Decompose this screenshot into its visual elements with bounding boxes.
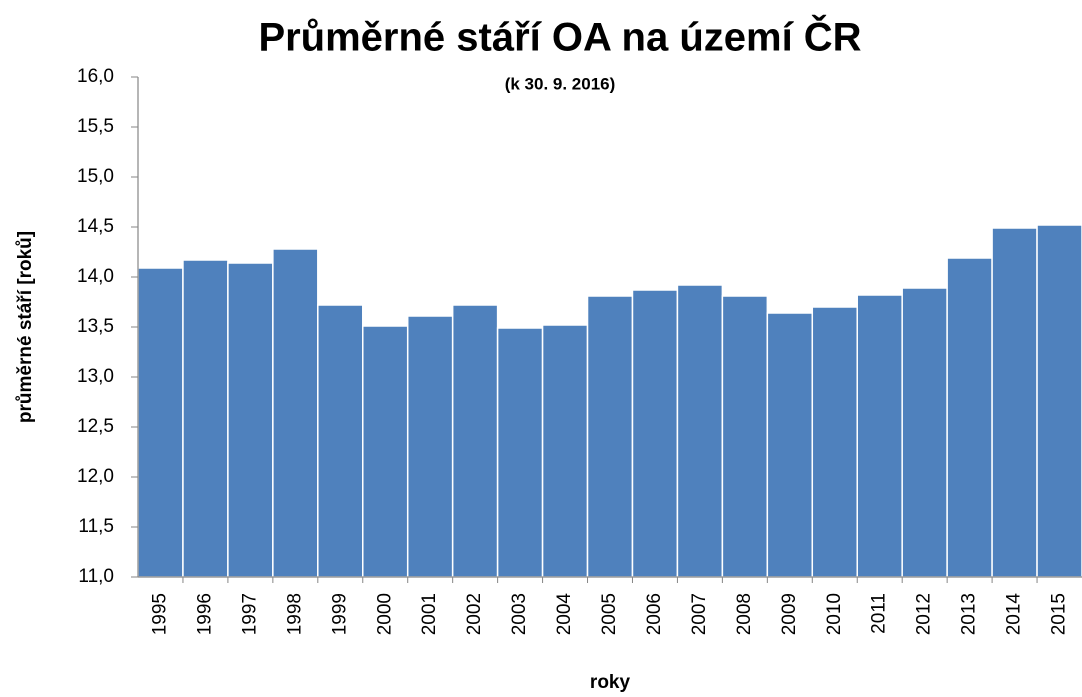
- y-tick-label: 15,5: [77, 116, 114, 137]
- bar: [676, 284, 724, 578]
- bar: [721, 295, 769, 578]
- bar: [946, 257, 993, 578]
- bar: [227, 262, 274, 578]
- x-tick-label: 2010: [824, 593, 845, 635]
- x-tick-label: 2004: [554, 593, 575, 636]
- bar: [317, 304, 364, 578]
- y-tick-label: 12,5: [77, 416, 114, 437]
- y-tick-label: 12,0: [77, 466, 114, 487]
- y-tick-label: 14,0: [77, 266, 114, 287]
- y-tick-label: 14,5: [77, 216, 114, 237]
- x-tick-label: 2005: [599, 593, 620, 635]
- x-tick-label: 2014: [1004, 593, 1025, 636]
- x-axis-label: roky: [590, 672, 631, 693]
- x-tick-label: 2008: [734, 593, 755, 635]
- y-tick-label: 13,5: [77, 316, 114, 337]
- bar: [631, 289, 679, 578]
- chart-title: Průměrné stáří OA na území ČR: [258, 14, 861, 60]
- x-tick-label: 2011: [869, 593, 890, 634]
- x-tick-label: 2001: [419, 593, 440, 635]
- bar: [496, 327, 544, 578]
- bar: [451, 304, 499, 578]
- bar: [766, 312, 814, 578]
- y-tick-label: 16,0: [77, 66, 114, 87]
- bar: [137, 267, 184, 578]
- bar: [362, 325, 409, 578]
- bar: [586, 295, 634, 578]
- bar: [272, 248, 319, 578]
- x-tick-label: 2002: [464, 593, 485, 635]
- chart-subtitle: (k 30. 9. 2016): [505, 74, 616, 93]
- x-tick-label: 2009: [779, 593, 800, 635]
- x-tick-label: 1998: [284, 593, 305, 635]
- x-tick-label: 2000: [374, 593, 395, 635]
- bar: [182, 259, 229, 578]
- y-tick-label: 11,5: [78, 516, 114, 537]
- y-tick-label: 15,0: [77, 166, 114, 187]
- bar: [541, 324, 589, 578]
- x-tick-label: 2013: [959, 593, 980, 635]
- y-tick-label: 11,0: [78, 566, 114, 587]
- bar: [406, 315, 454, 578]
- bar: [1036, 224, 1082, 578]
- y-axis-label: průměrné stáří [roků]: [15, 231, 36, 423]
- bar: [991, 227, 1038, 578]
- x-tick-label: 1999: [329, 593, 350, 635]
- x-tick-label: 2006: [644, 593, 665, 635]
- x-tick-label: 2003: [509, 593, 530, 635]
- y-tick-label: 13,0: [77, 366, 114, 387]
- bar: [811, 306, 858, 578]
- x-tick-label: 1996: [194, 593, 215, 635]
- bar: [901, 287, 948, 578]
- x-tick-label: 2015: [1049, 593, 1070, 635]
- x-tick-label: 2012: [914, 593, 935, 635]
- x-tick-label: 1995: [149, 593, 170, 635]
- bar: [856, 294, 903, 578]
- x-tick-label: 2007: [689, 593, 710, 635]
- x-tick-label: 1997: [239, 593, 260, 635]
